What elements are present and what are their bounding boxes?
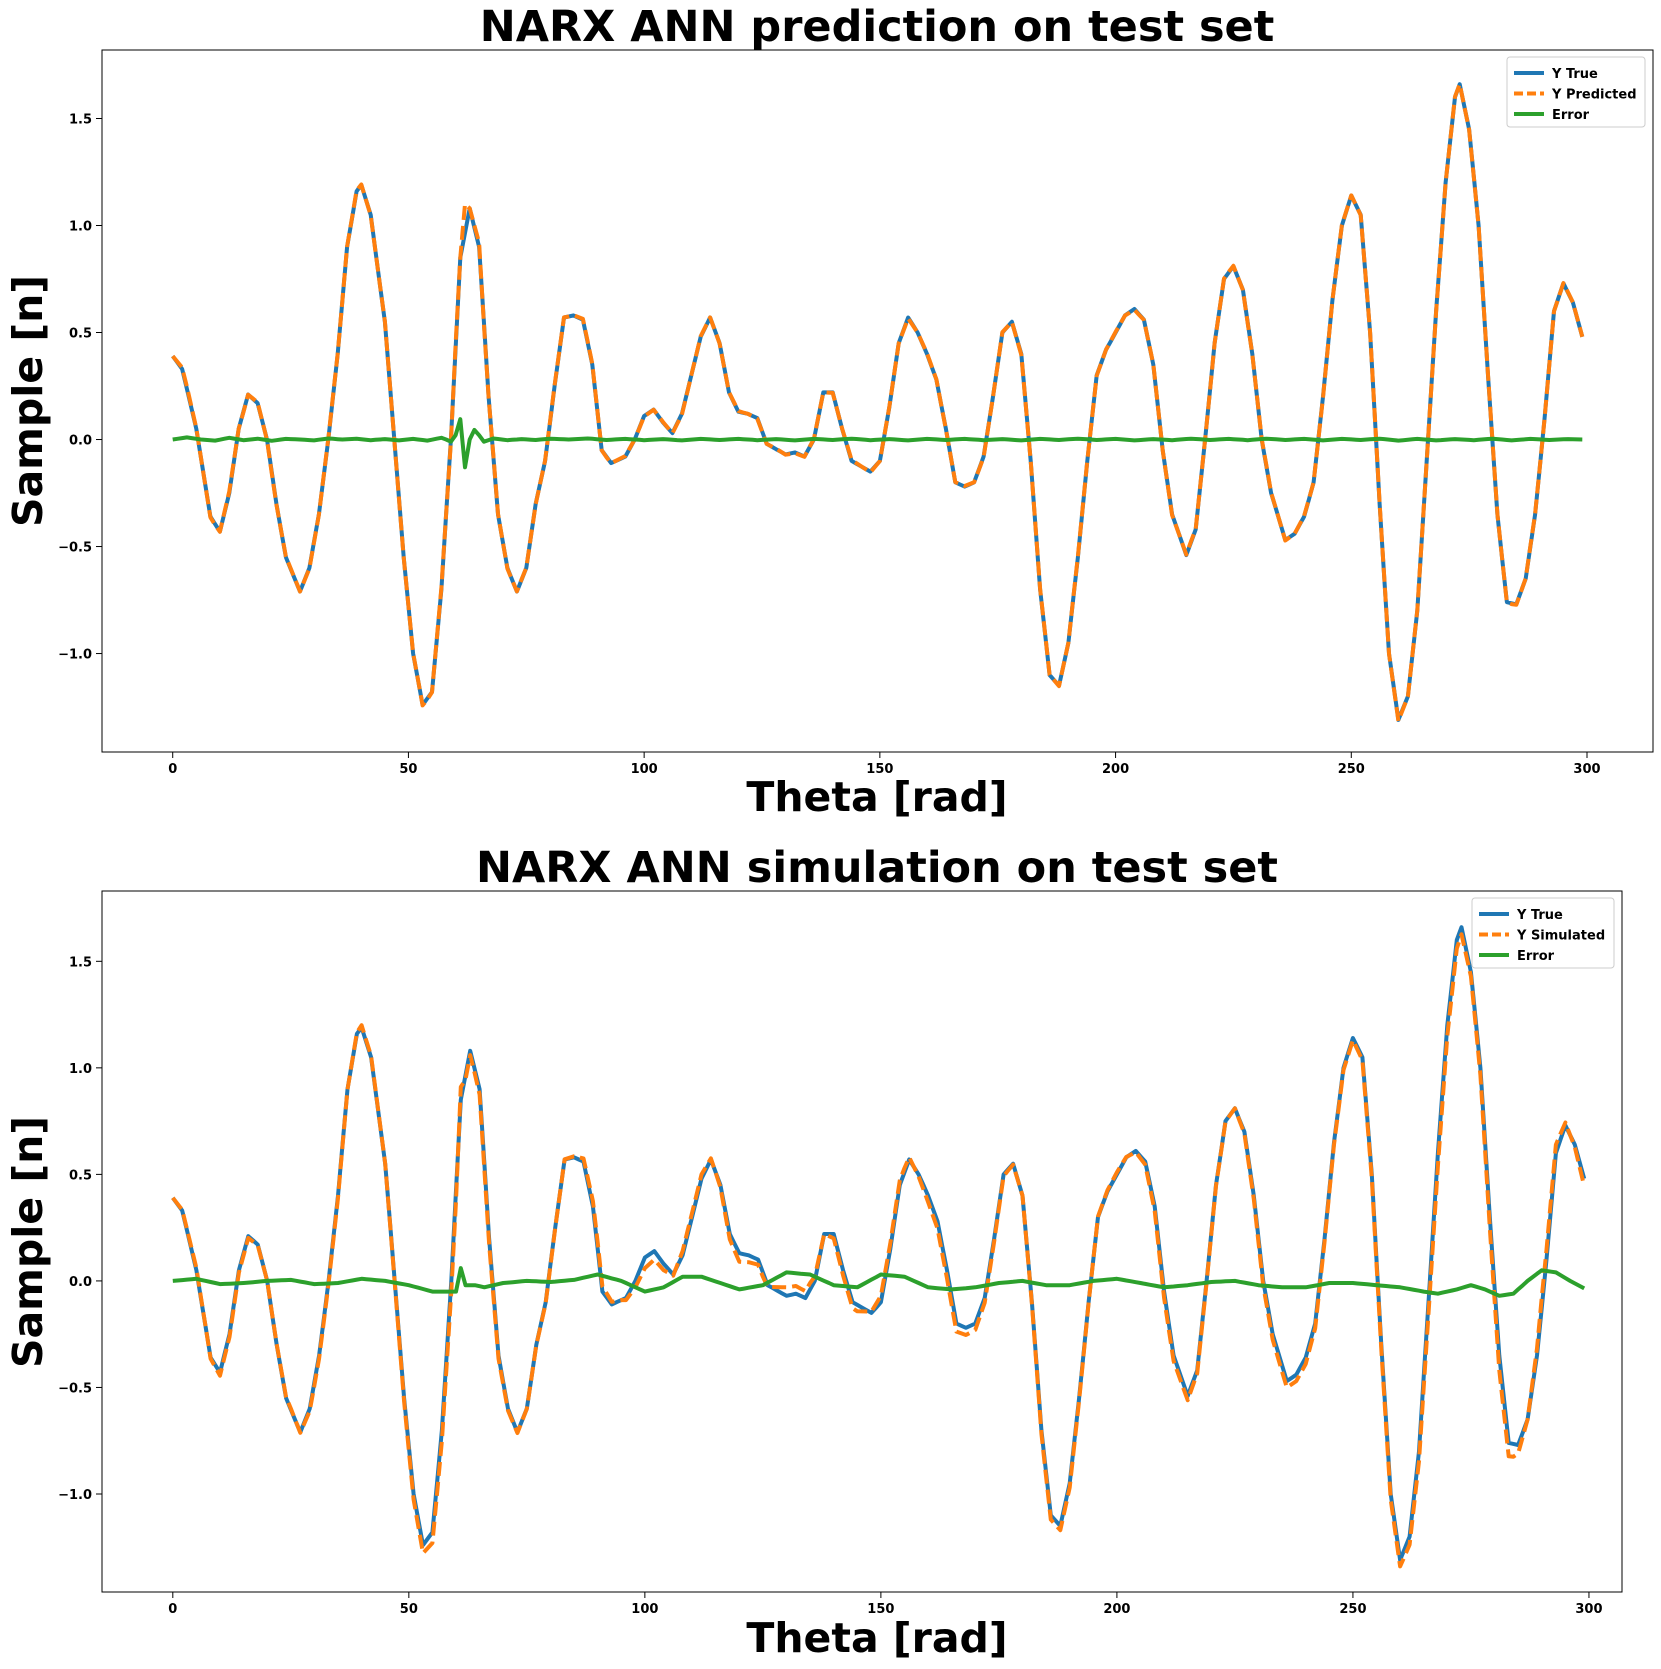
x-tick-label: 200 — [1102, 762, 1129, 777]
y-tick-label: 1.0 — [69, 1062, 92, 1077]
simulation-panel: NARX ANN simulation on test set 0 50 100 15… — [4, 843, 1623, 1662]
x-tick-label: 100 — [631, 762, 658, 777]
legend-label: Y Simulated — [1516, 929, 1605, 944]
x-axis-label: Theta [rad] — [746, 1614, 1007, 1662]
legend-label: Y True — [1516, 908, 1563, 923]
y-axis-label: Sample [n] — [4, 275, 52, 527]
y-tick-label: 0.0 — [69, 434, 92, 449]
legend-label: Error — [1552, 108, 1590, 123]
series-group: 0 50 100 150 200 250 300 −1.0 −0.5 0.0 0.5 1.0 1.5 — [58, 82, 1601, 777]
x-axis-label: Theta [rad] — [746, 773, 1007, 821]
x-tick-label: 0 — [168, 1602, 177, 1617]
series-line-error — [172, 1266, 1586, 1298]
y-tick-label: 1.5 — [69, 112, 92, 127]
prediction-panel: NARX ANN prediction on test set 0 50 100 15… — [4, 2, 1654, 821]
y-tick-label: 0.5 — [69, 1168, 92, 1183]
x-tick-label: 300 — [1575, 1602, 1602, 1617]
x-tick-label: 250 — [1339, 1602, 1366, 1617]
x-tick-label: 50 — [399, 762, 417, 777]
legend-label: Error — [1517, 949, 1555, 964]
series-group: 0 50 100 150 200 250 300 −1.0 −0.5 0.0 0.5 1.0 1.5 — [58, 925, 1603, 1617]
chart-title: NARX ANN simulation on test set — [476, 843, 1278, 893]
y-tick-label: −0.5 — [58, 541, 92, 556]
legend-label: Y True — [1551, 67, 1598, 82]
series-line-error — [172, 417, 1583, 470]
legend-label: Y Predicted — [1551, 88, 1637, 103]
y-tick-label: 0.0 — [69, 1275, 92, 1290]
plot-area — [101, 890, 1623, 1593]
y-tick-label: 1.0 — [69, 220, 92, 235]
chart-title: NARX ANN prediction on test set — [480, 2, 1275, 52]
y-tick-label: −0.5 — [58, 1381, 92, 1396]
x-tick-label: 300 — [1573, 762, 1600, 777]
legend: Y True Y Predicted Error — [1506, 56, 1646, 128]
y-tick-label: −1.0 — [58, 1488, 92, 1503]
x-tick-label: 250 — [1338, 762, 1365, 777]
y-tick-label: 0.5 — [69, 327, 92, 342]
y-tick-label: −1.0 — [58, 648, 92, 663]
y-axis-label: Sample [n] — [4, 1116, 52, 1368]
x-tick-label: 200 — [1103, 1602, 1130, 1617]
legend: Y True Y Simulated Error — [1471, 897, 1615, 969]
y-tick-label: 1.5 — [69, 955, 92, 970]
x-tick-label: 100 — [631, 1602, 658, 1617]
x-tick-label: 50 — [400, 1602, 418, 1617]
x-tick-label: 0 — [168, 762, 177, 777]
series-line-y-simulated — [171, 932, 1587, 1569]
x-tick-label: 150 — [867, 1602, 894, 1617]
x-tick-label: 150 — [866, 762, 893, 777]
series-line-y-predicted — [171, 82, 1585, 723]
plot-area — [101, 49, 1654, 753]
